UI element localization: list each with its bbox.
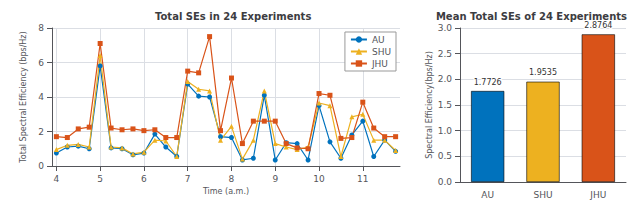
svg-text:0: 0 [38, 161, 44, 171]
svg-text:SHU: SHU [533, 190, 552, 200]
svg-text:SHU: SHU [372, 47, 391, 57]
svg-text:JHU: JHU [371, 59, 388, 69]
svg-text:11: 11 [357, 174, 368, 184]
svg-text:5: 5 [97, 174, 103, 184]
svg-text:Time (a.m.): Time (a.m.) [202, 187, 249, 196]
svg-text:8: 8 [38, 23, 44, 33]
svg-text:2.0: 2.0 [438, 74, 453, 84]
svg-text:10: 10 [313, 174, 325, 184]
svg-text:1.0: 1.0 [438, 126, 453, 136]
svg-text:7: 7 [185, 174, 191, 184]
svg-text:Total Spectral Efficiency (bps: Total Spectral Efficiency (bps/Hz) [19, 31, 28, 163]
svg-text:Spectral Efficiency(bps/Hz): Spectral Efficiency(bps/Hz) [425, 51, 434, 159]
svg-text:0.5: 0.5 [438, 151, 452, 161]
svg-text:6: 6 [38, 58, 44, 68]
svg-text:0.0: 0.0 [438, 177, 453, 187]
svg-text:6: 6 [141, 174, 147, 184]
svg-text:1.5: 1.5 [438, 100, 452, 110]
svg-text:1.7726: 1.7726 [474, 78, 502, 87]
svg-text:2.5: 2.5 [438, 49, 452, 59]
svg-text:AU: AU [481, 190, 494, 200]
svg-text:1.9535: 1.9535 [529, 68, 557, 77]
svg-text:8: 8 [229, 174, 235, 184]
svg-text:JHU: JHU [589, 190, 606, 200]
svg-text:AU: AU [372, 35, 385, 45]
svg-text:Total SEs in 24 Experiments: Total SEs in 24 Experiments [155, 11, 311, 22]
svg-text:2: 2 [38, 127, 44, 137]
svg-text:3.0: 3.0 [438, 23, 453, 33]
svg-text:2.8764: 2.8764 [584, 21, 612, 30]
svg-text:4: 4 [38, 92, 44, 102]
svg-text:Mean Total SEs of 24 Experimen: Mean Total SEs of 24 Experiments [436, 11, 627, 22]
svg-text:4: 4 [54, 174, 60, 184]
svg-text:9: 9 [272, 174, 278, 184]
